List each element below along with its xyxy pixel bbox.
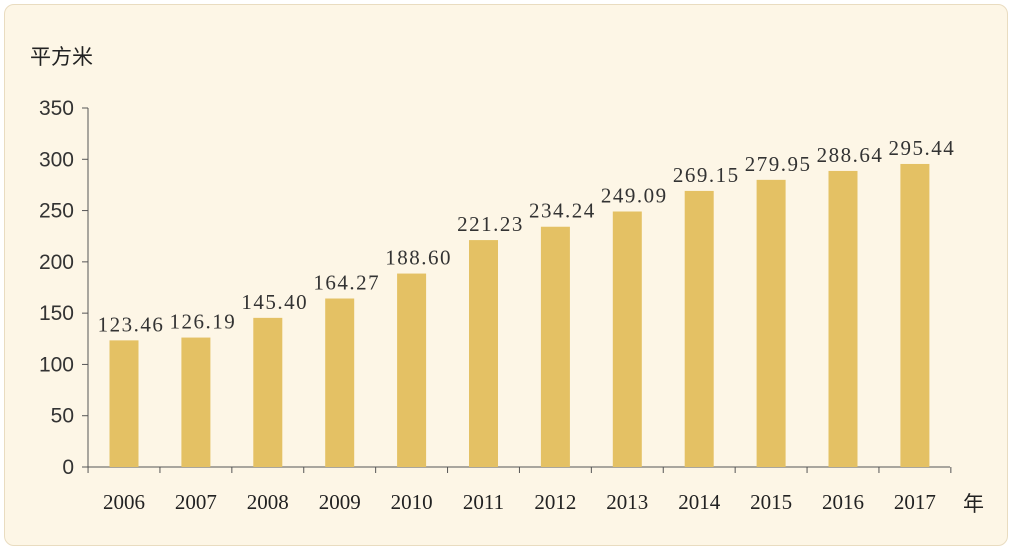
bar (253, 317, 283, 467)
x-tick-label: 2013 (606, 490, 648, 514)
x-tick-label: 2009 (319, 490, 361, 514)
bar (612, 211, 642, 467)
bar-value-label: 249.09 (601, 184, 668, 208)
bar (109, 340, 139, 467)
x-tick-label: 2011 (463, 490, 504, 514)
x-tick-label: 2017 (894, 490, 936, 514)
bar-value-label: 279.95 (745, 152, 812, 176)
x-tick-label: 2006 (103, 490, 145, 514)
x-tick-label: 2012 (534, 490, 576, 514)
y-tick-label: 100 (39, 353, 74, 376)
y-tick-label: 200 (39, 251, 74, 274)
y-tick-label: 150 (39, 302, 74, 325)
bar-value-label: 145.40 (241, 290, 308, 314)
bar (828, 170, 858, 467)
bars (109, 163, 930, 468)
y-tick-label: 350 (39, 97, 74, 120)
bar (325, 298, 355, 467)
bar (397, 273, 427, 467)
bar-value-label: 123.46 (98, 312, 165, 336)
y-axis-unit-label: 平方米 (30, 45, 93, 69)
x-axis-unit-label: 年 (963, 492, 984, 516)
data-labels: 123.46 126.19145.40164.27188.60221.23234.… (98, 136, 956, 336)
bar (540, 226, 570, 467)
bar-value-label: 188.60 (385, 246, 452, 270)
bar-value-label: 234.24 (529, 199, 596, 223)
x-tick-label: 2014 (678, 490, 721, 514)
x-tick-label: 2010 (391, 490, 433, 514)
bar-value-label: 221.23 (457, 212, 524, 236)
x-tick-label: 2007 (175, 490, 217, 514)
bar (469, 240, 498, 467)
bar (900, 163, 930, 468)
bar-value-label: 295.44 (889, 136, 956, 160)
bar (684, 190, 714, 467)
x-tick-label: 2016 (822, 490, 864, 514)
x-tick-label: 2008 (247, 490, 289, 514)
bar-value-label: 126.19 (170, 310, 237, 334)
bar-value-label: 288.64 (817, 143, 884, 167)
bar-value-label: 269.15 (673, 163, 740, 187)
bar (181, 337, 211, 467)
y-tick-label: 50 (51, 405, 74, 428)
y-tick-label: 300 (39, 148, 74, 171)
bar-value-label: 164.27 (313, 271, 380, 295)
x-tick-label: 2015 (750, 490, 792, 514)
y-tick-label: 0 (62, 456, 74, 479)
x-axis: 2006 2007 2008 2009 2010 2011 2012 2013 2014 2015… (87, 466, 952, 514)
bar (756, 179, 786, 467)
y-tick-label: 250 (39, 200, 74, 223)
y-axis: 0 50 100 150 200 250 300 350 (39, 97, 89, 479)
